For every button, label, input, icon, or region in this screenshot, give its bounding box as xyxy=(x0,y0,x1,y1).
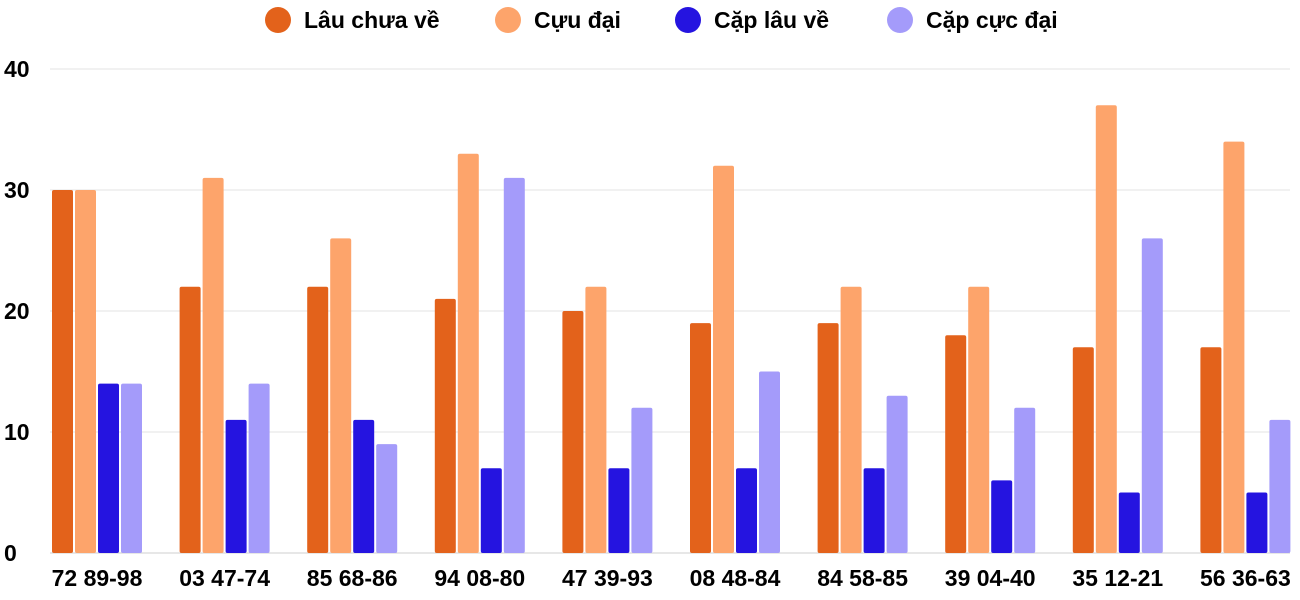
bar-4-2 xyxy=(248,383,270,553)
bar-3-6 xyxy=(736,468,757,553)
bar-2-8 xyxy=(968,286,990,553)
bar-1-9 xyxy=(1072,347,1094,553)
x-tick-label: 03 47-74 xyxy=(179,565,270,591)
bar-2-3 xyxy=(330,238,352,553)
bar-1-4 xyxy=(434,298,456,553)
bar-4-9 xyxy=(1141,238,1163,553)
x-axis: 72 89-98 03 47-74 85 68-86 94 08-80 47 39-93… xyxy=(52,565,1291,591)
bar-2-4 xyxy=(457,153,479,553)
x-tick-label: 84 58-85 xyxy=(817,565,908,591)
bar-2-9 xyxy=(1095,105,1117,554)
legend-label: Cặp cực đại xyxy=(926,7,1058,33)
legend-swatch xyxy=(887,7,913,33)
bar-1-5 xyxy=(562,311,584,553)
bar-3-10 xyxy=(1246,492,1268,553)
x-tick-label: 47 39-93 xyxy=(562,565,653,591)
y-tick-label: 30 xyxy=(4,177,30,203)
legend-swatch xyxy=(495,7,521,33)
bar-3-1 xyxy=(98,383,119,553)
bar-1-10 xyxy=(1200,347,1222,553)
chart-legend: Lâu chưa về Cựu đại Cặp lâu về Cặp cực đại xyxy=(265,7,1058,33)
legend-swatch xyxy=(675,7,701,33)
bar-3-7 xyxy=(863,468,885,553)
bar-3-3 xyxy=(353,419,375,553)
y-tick-label: 0 xyxy=(4,540,17,566)
bar-4-4 xyxy=(503,177,525,553)
y-tick-label: 10 xyxy=(4,419,30,445)
bar-3-5 xyxy=(608,468,630,553)
x-tick-label: 85 68-86 xyxy=(307,565,398,591)
bar-2-2 xyxy=(202,177,224,553)
legend-item: Cặp cực đại xyxy=(887,7,1058,33)
bar-4-10 xyxy=(1269,419,1291,553)
x-tick-label: 08 48-84 xyxy=(690,565,781,591)
bar-4-1 xyxy=(121,383,142,553)
bar-3-8 xyxy=(991,480,1013,553)
bar-1-2 xyxy=(179,286,201,553)
legend-label: Lâu chưa về xyxy=(304,7,440,33)
y-tick-label: 20 xyxy=(4,298,30,324)
legend-label: Cựu đại xyxy=(534,7,621,33)
y-axis: 0 10 20 30 40 xyxy=(4,56,30,566)
bar-1-6 xyxy=(690,323,711,553)
legend-label: Cặp lâu về xyxy=(714,7,829,33)
bar-4-8 xyxy=(1014,407,1036,553)
bar-2-7 xyxy=(840,286,862,553)
bar-4-6 xyxy=(759,371,780,553)
legend-swatch xyxy=(265,7,291,33)
bar-2-1 xyxy=(75,190,96,553)
chart-bars xyxy=(52,105,1291,554)
bar-4-7 xyxy=(886,395,908,553)
bar-3-9 xyxy=(1118,492,1140,553)
legend-item: Cặp lâu về xyxy=(675,7,829,33)
bar-2-6 xyxy=(713,165,734,554)
bar-2-5 xyxy=(585,286,607,553)
bar-3-4 xyxy=(480,468,502,553)
bar-1-7 xyxy=(817,323,839,553)
bar-1-3 xyxy=(307,286,329,553)
bar-1-1 xyxy=(52,190,73,553)
bar-3-2 xyxy=(225,419,247,553)
x-tick-label: 94 08-80 xyxy=(434,565,525,591)
bar-4-5 xyxy=(631,407,653,553)
x-tick-label: 39 04-40 xyxy=(945,565,1036,591)
bar-1-8 xyxy=(945,335,967,553)
legend-item: Cựu đại xyxy=(495,7,621,33)
x-tick-label: 56 36-63 xyxy=(1200,565,1291,591)
bar-4-3 xyxy=(376,444,398,553)
bar-2-10 xyxy=(1223,141,1245,553)
x-tick-label: 72 89-98 xyxy=(52,565,143,591)
legend-item: Lâu chưa về xyxy=(265,7,440,33)
x-tick-label: 35 12-21 xyxy=(1072,565,1163,591)
y-tick-label: 40 xyxy=(4,56,30,82)
